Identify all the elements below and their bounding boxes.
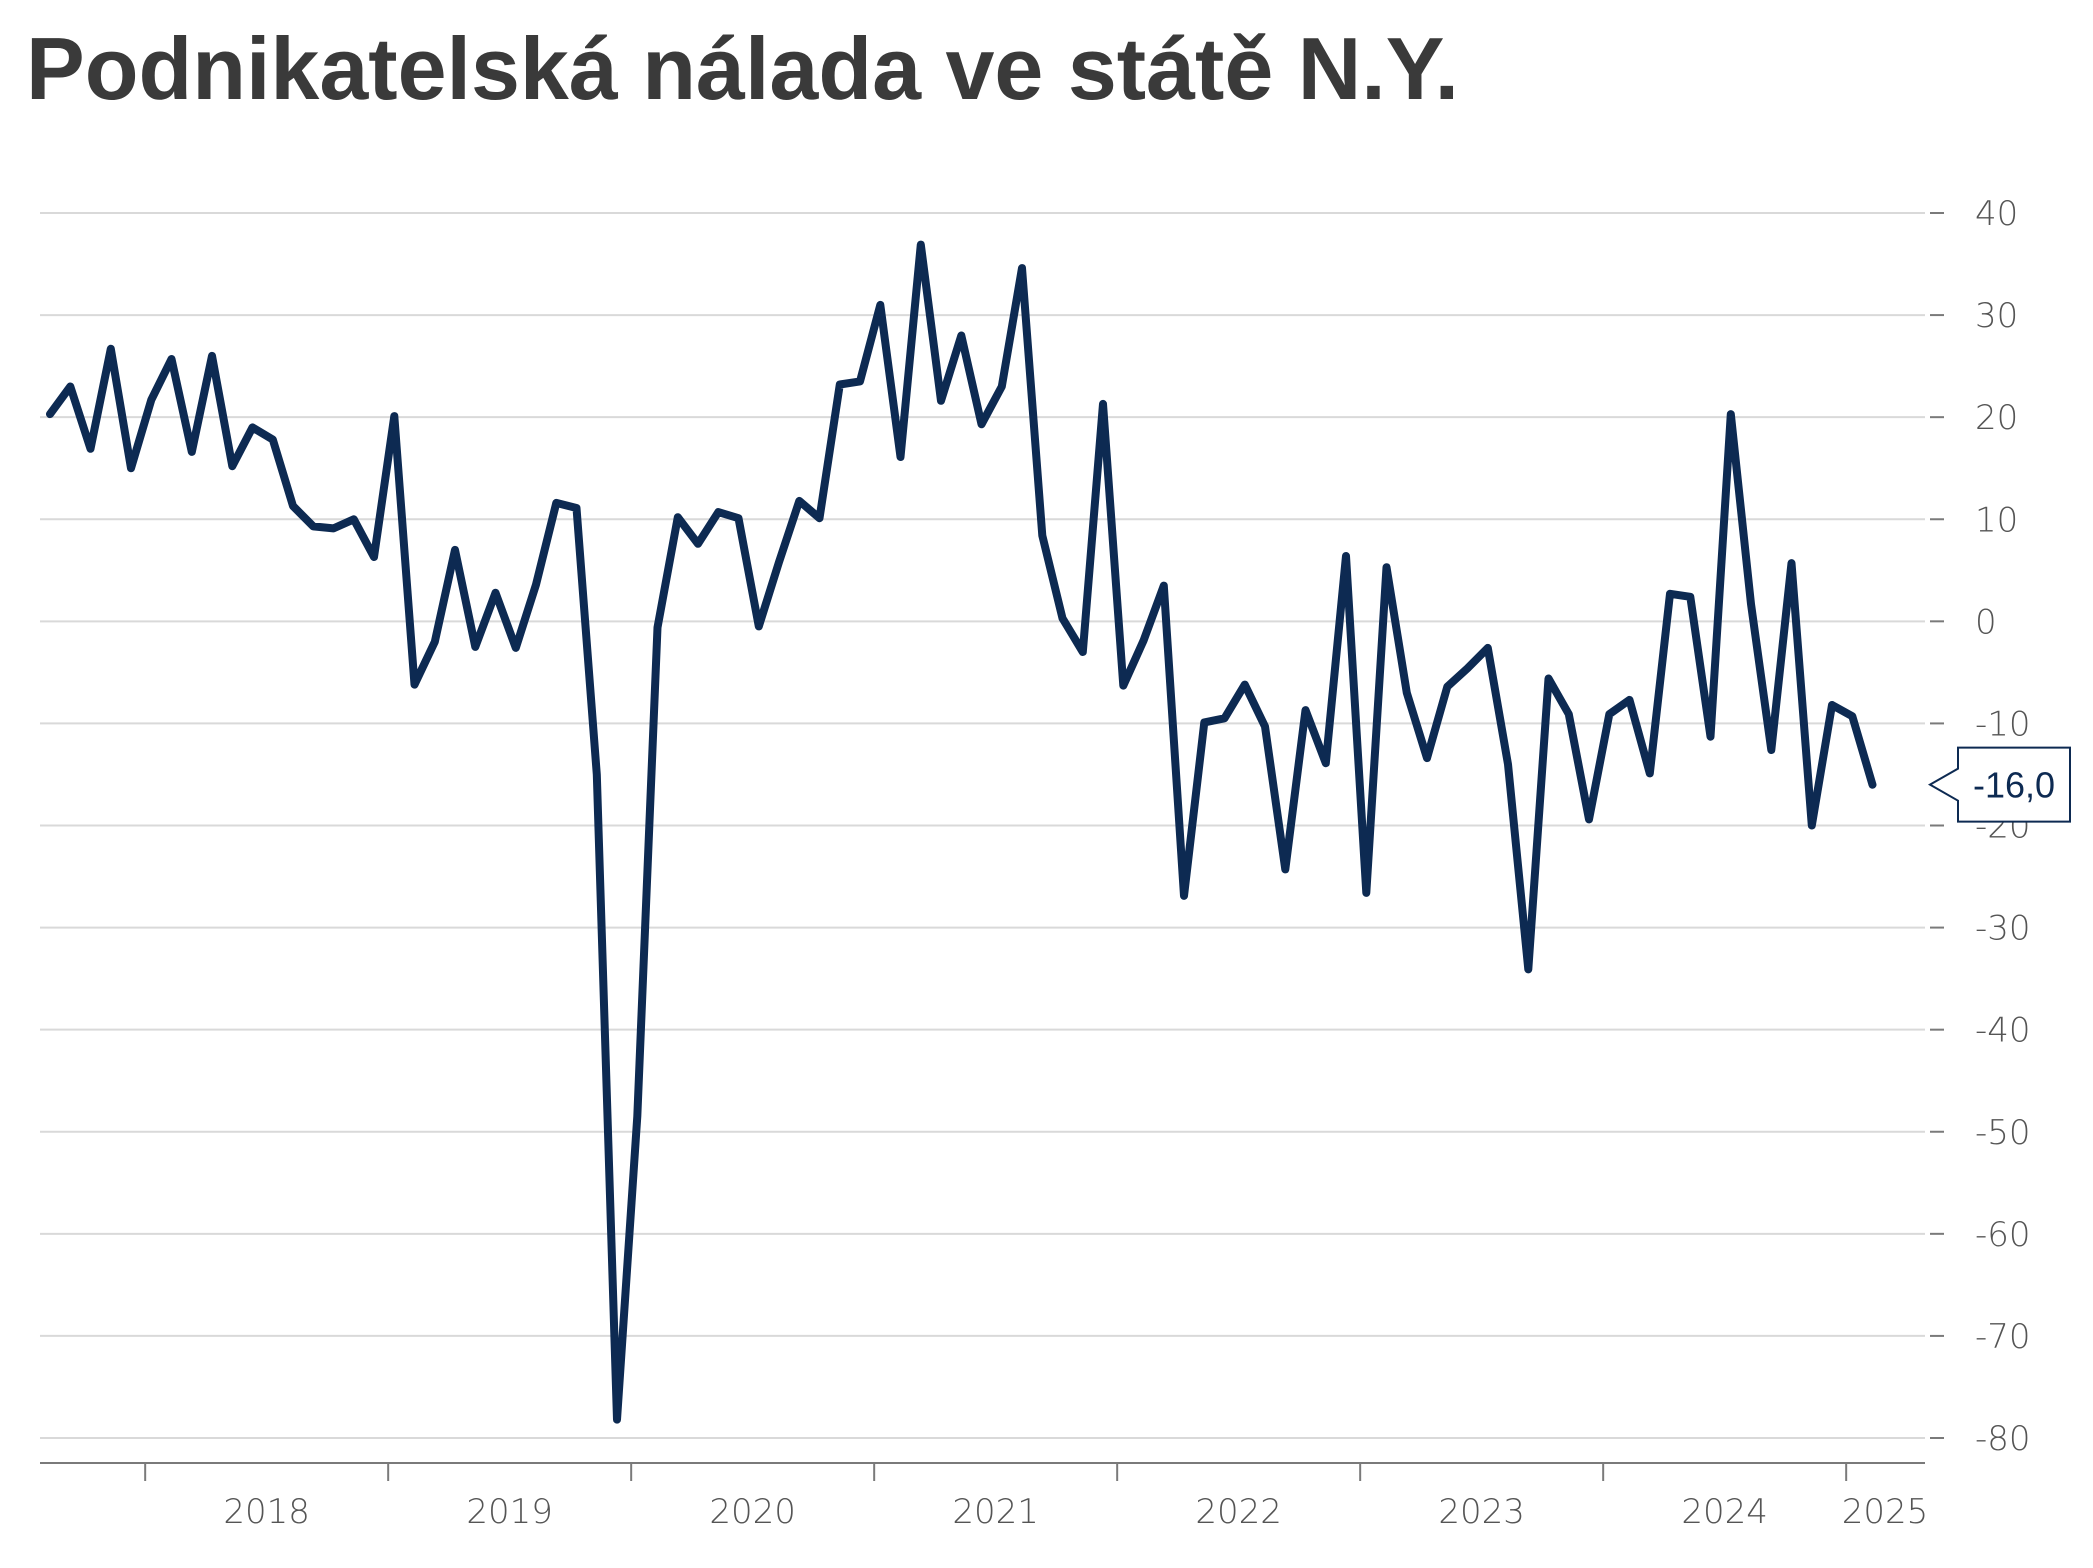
x-tick-label: 2023 xyxy=(1438,1492,1525,1532)
y-tick-label: 40 xyxy=(1975,194,2018,234)
chart-title: Podnikatelská nálada ve státě N.Y. xyxy=(26,19,1460,118)
x-tick-label: 2021 xyxy=(952,1492,1039,1532)
y-tick-label: 20 xyxy=(1975,398,2018,438)
x-axis: 2018 2019 2020 2021 2022 2023 2024 2025 xyxy=(40,1462,1929,1532)
y-tick-label: -50 xyxy=(1975,1113,2031,1153)
y-tick-label: -80 xyxy=(1975,1419,2031,1459)
x-tick-label: 2022 xyxy=(1195,1492,1282,1532)
y-tick-label: -10 xyxy=(1975,704,2031,744)
x-tick-label: 2019 xyxy=(466,1492,553,1532)
series-layer xyxy=(46,240,1877,1424)
series-line xyxy=(46,240,1877,1424)
last-value-callout: -16,0 xyxy=(1927,746,2071,823)
y-tick-label: -30 xyxy=(1975,909,2031,949)
last-value-label: -16,0 xyxy=(1973,765,2055,806)
x-tick-label: 2018 xyxy=(223,1492,310,1532)
y-tick-label: -40 xyxy=(1975,1011,2031,1051)
y-tick-label: 0 xyxy=(1975,602,1997,642)
gridlines xyxy=(40,212,1925,1439)
y-tick-label: 10 xyxy=(1975,500,2018,540)
x-tick-label: 2025 xyxy=(1842,1492,1929,1532)
y-tick-label: -70 xyxy=(1975,1317,2031,1357)
x-tick-label: 2024 xyxy=(1681,1492,1768,1532)
y-tick-label: 30 xyxy=(1975,296,2018,336)
x-tick-label: 2020 xyxy=(709,1492,796,1532)
y-tick-label: -60 xyxy=(1975,1215,2031,1255)
last-value-box xyxy=(1927,746,2071,823)
